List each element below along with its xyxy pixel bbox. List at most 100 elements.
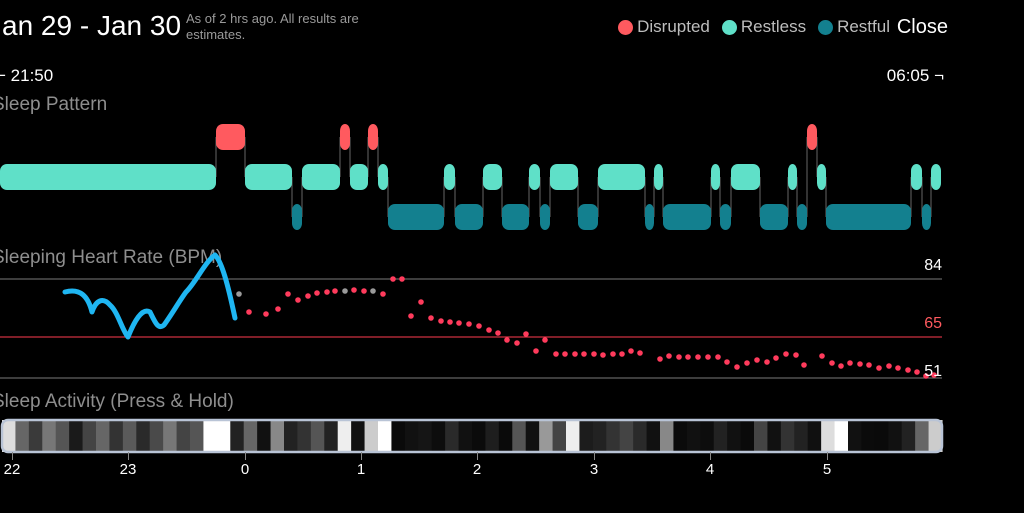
activity-cell xyxy=(42,420,57,452)
x-tick-label: 1 xyxy=(356,461,366,478)
heart-rate-point xyxy=(495,330,501,336)
heart-rate-point xyxy=(905,367,911,373)
heart-rate-point xyxy=(923,373,929,379)
activity-cell xyxy=(163,420,178,452)
activity-cell xyxy=(230,420,245,452)
heart-rate-point xyxy=(428,315,434,321)
activity-cell xyxy=(901,420,916,452)
restful-segment xyxy=(645,204,654,230)
restless-segment xyxy=(788,164,797,190)
hr-high-label: 84 xyxy=(924,257,942,274)
heart-rate-point xyxy=(572,351,578,357)
close-button[interactable]: Close xyxy=(896,16,948,38)
activity-cell xyxy=(404,420,419,452)
page-title: Jan 29 - Jan 30 xyxy=(0,10,182,41)
activity-cell xyxy=(888,420,903,452)
heart-rate-point xyxy=(847,360,853,366)
activity-cell xyxy=(122,420,137,452)
activity-cell xyxy=(794,420,809,452)
heart-rate-point xyxy=(773,355,779,361)
x-tick-mark xyxy=(12,452,13,460)
activity-cell xyxy=(284,420,299,452)
disrupted-segment xyxy=(807,124,817,150)
heart-rate-point xyxy=(542,337,548,343)
x-tick-mark xyxy=(827,452,828,460)
heart-rate-point xyxy=(332,288,338,294)
heart-rate-point xyxy=(399,276,405,282)
disrupted-segment xyxy=(368,124,378,150)
heart-rate-point xyxy=(305,293,311,299)
heart-rate-point xyxy=(931,372,937,378)
heart-rate-point xyxy=(486,327,492,333)
activity-cell xyxy=(686,420,701,452)
legend-restless: Restless xyxy=(721,17,806,37)
heart-rate-point xyxy=(801,362,807,368)
heart-rate-point xyxy=(666,353,672,359)
restful-segment xyxy=(292,204,302,230)
activity-cell xyxy=(915,420,930,452)
heart-rate-point xyxy=(838,363,844,369)
activity-cell xyxy=(592,420,607,452)
activity-cell xyxy=(351,420,366,452)
activity-cell xyxy=(82,420,97,452)
heart-rate-point xyxy=(246,309,252,315)
end-time: 06:05 ¬ xyxy=(887,66,944,86)
heart-rate-point xyxy=(886,363,892,369)
heart-rate-point xyxy=(533,348,539,354)
heart-rate-point xyxy=(418,299,424,305)
restful-segment xyxy=(663,204,711,230)
activity-cell xyxy=(310,420,325,452)
activity-cell xyxy=(15,420,30,452)
heart-rate-point xyxy=(342,288,348,294)
x-tick-label: 3 xyxy=(589,461,599,478)
heart-rate-point xyxy=(447,319,453,325)
restless-segment xyxy=(817,164,826,190)
heart-rate-point xyxy=(456,320,462,326)
activity-cell xyxy=(780,420,795,452)
heart-rate-point xyxy=(553,351,559,357)
heart-rate-point xyxy=(914,369,920,375)
sleep-pattern-chart xyxy=(0,124,941,230)
heart-rate-point xyxy=(523,331,529,337)
restless-dot-icon xyxy=(721,19,737,35)
activity-cell xyxy=(69,420,84,452)
heart-rate-point xyxy=(610,351,616,357)
activity-cell xyxy=(713,420,728,452)
activity-cell xyxy=(539,420,554,452)
sleep-pattern-title: Sleep Pattern xyxy=(0,94,108,115)
activity-cell xyxy=(216,420,231,452)
x-tick-label: 0 xyxy=(240,461,250,478)
activity-cell xyxy=(364,420,379,452)
activity-cell xyxy=(834,420,849,452)
heart-rate-point xyxy=(351,287,357,293)
activity-cell xyxy=(109,420,124,452)
heart-rate-point xyxy=(408,313,414,319)
heart-rate-point xyxy=(504,337,510,343)
legend-label: Restful xyxy=(837,17,890,36)
disrupted-dot-icon xyxy=(618,19,634,35)
restful-segment xyxy=(455,204,483,230)
heart-rate-point xyxy=(793,352,799,358)
heart-rate-point xyxy=(581,351,587,357)
scribble-annotation xyxy=(62,252,238,340)
sleep-activity-strip[interactable] xyxy=(0,418,944,454)
x-tick-label: 2 xyxy=(472,461,482,478)
hr-mid-label: 65 xyxy=(924,315,942,332)
heart-rate-point xyxy=(562,351,568,357)
heart-rate-point xyxy=(236,291,242,297)
heart-rate-point xyxy=(754,357,760,363)
activity-cell xyxy=(525,420,540,452)
heart-rate-point xyxy=(370,288,376,294)
x-tick-label: 5 xyxy=(822,461,832,478)
heart-rate-point xyxy=(285,291,291,297)
restless-segment xyxy=(598,164,645,190)
disrupted-segment xyxy=(340,124,350,150)
restful-segment xyxy=(797,204,807,230)
activity-cell xyxy=(2,420,17,452)
heart-rate-point xyxy=(695,354,701,360)
disrupted-segment xyxy=(216,124,245,150)
activity-cell xyxy=(807,420,822,452)
restless-segment xyxy=(931,164,941,190)
activity-cell xyxy=(498,420,513,452)
heart-rate-point xyxy=(619,351,625,357)
